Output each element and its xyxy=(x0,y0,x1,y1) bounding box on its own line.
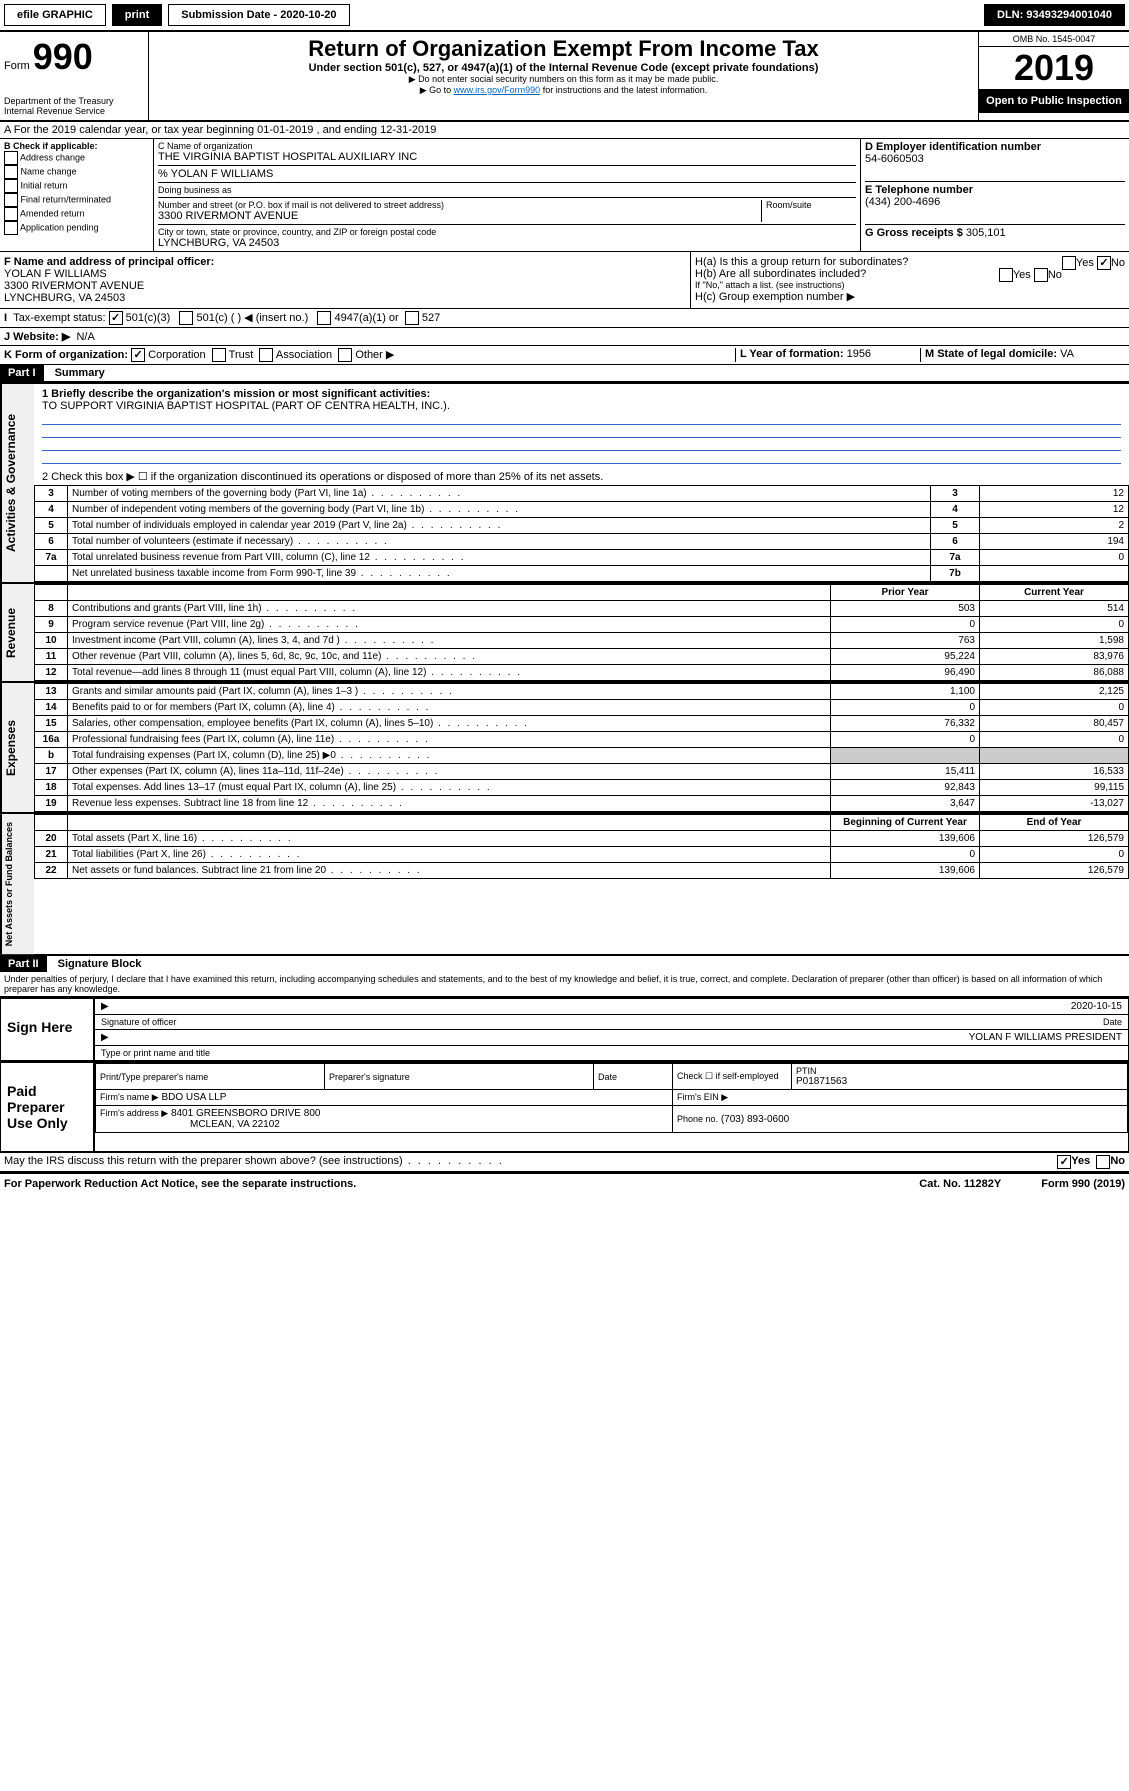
officer-print-name: YOLAN F WILLIAMS PRESIDENT xyxy=(969,1032,1122,1043)
expenses-section: Expenses 13Grants and similar amounts pa… xyxy=(0,681,1129,812)
form-subtitle: Under section 501(c), 527, or 4947(a)(1)… xyxy=(157,62,970,74)
discuss-row: May the IRS discuss this return with the… xyxy=(0,1152,1129,1172)
entity-block: B Check if applicable: Address change Na… xyxy=(0,139,1129,252)
table-row: 15Salaries, other compensation, employee… xyxy=(35,716,1129,732)
perjury-text: Under penalties of perjury, I declare th… xyxy=(0,972,1129,997)
part1-title: Summary xyxy=(47,367,105,379)
firm-name: BDO USA LLP xyxy=(161,1092,226,1103)
box-d-e-g: D Employer identification number 54-6060… xyxy=(860,139,1129,251)
form-header: Form 990 Department of the Treasury Inte… xyxy=(0,32,1129,122)
revenue-table: Prior Year Current Year 8Contributions a… xyxy=(34,584,1129,681)
ptin: P01871563 xyxy=(796,1076,1123,1087)
paid-preparer-label: Paid Preparer Use Only xyxy=(1,1063,95,1151)
q2-discontinued: 2 Check this box ▶ ☐ if the organization… xyxy=(34,468,1129,485)
ein: 54-6060503 xyxy=(865,153,1125,165)
activities-label: Activities & Governance xyxy=(0,384,34,582)
table-row: Net unrelated business taxable income fr… xyxy=(35,566,1129,582)
table-row: 17Other expenses (Part IX, column (A), l… xyxy=(35,764,1129,780)
period-row: A For the 2019 calendar year, or tax yea… xyxy=(0,122,1129,139)
part1-header: Part I xyxy=(0,365,44,381)
gross-receipts: 305,101 xyxy=(966,227,1006,239)
table-row: 5Total number of individuals employed in… xyxy=(35,518,1129,534)
tax-year: 2019 xyxy=(979,47,1129,89)
table-row: 21Total liabilities (Part X, line 26)00 xyxy=(35,847,1129,863)
expenses-label: Expenses xyxy=(0,683,34,812)
activities-table: 3Number of voting members of the governi… xyxy=(34,485,1129,582)
table-row: 20Total assets (Part X, line 16)139,6061… xyxy=(35,831,1129,847)
note-link: ▶ Go to www.irs.gov/Form990 for instruct… xyxy=(157,85,970,96)
state-domicile: VA xyxy=(1060,348,1074,360)
website-value: N/A xyxy=(76,331,94,343)
table-row: 6Total number of volunteers (estimate if… xyxy=(35,534,1129,550)
table-row: 22Net assets or fund balances. Subtract … xyxy=(35,863,1129,879)
open-public: Open to Public Inspection xyxy=(979,89,1129,113)
revenue-section: Revenue Prior Year Current Year 8Contrib… xyxy=(0,582,1129,681)
dept-label: Department of the Treasury Internal Reve… xyxy=(4,96,144,116)
table-row: 16aProfessional fundraising fees (Part I… xyxy=(35,732,1129,748)
form-number: 990 xyxy=(33,36,93,77)
efile-btn[interactable]: efile GRAPHIC xyxy=(4,4,106,26)
box-c: C Name of organization THE VIRGINIA BAPT… xyxy=(154,139,860,251)
table-row: 9Program service revenue (Part VIII, lin… xyxy=(35,617,1129,633)
firm-phone: (703) 893-0600 xyxy=(721,1114,789,1125)
city-state-zip: LYNCHBURG, VA 24503 xyxy=(158,237,856,249)
year-formation: 1956 xyxy=(847,348,871,360)
table-row: 13Grants and similar amounts paid (Part … xyxy=(35,684,1129,700)
k-l-m-row: K Form of organization: Corporation Trus… xyxy=(0,346,1129,365)
expenses-table: 13Grants and similar amounts paid (Part … xyxy=(34,683,1129,812)
top-bar: efile GRAPHIC print Submission Date - 20… xyxy=(0,0,1129,32)
part2-title: Signature Block xyxy=(50,958,142,970)
table-row: 4Number of independent voting members of… xyxy=(35,502,1129,518)
street-address: 3300 RIVERMONT AVENUE xyxy=(158,210,761,222)
table-row: 11Other revenue (Part VIII, column (A), … xyxy=(35,649,1129,665)
tax-exempt-row: I Tax-exempt status: 501(c)(3) 501(c) ( … xyxy=(0,309,1129,328)
org-name: THE VIRGINIA BAPTIST HOSPITAL AUXILIARY … xyxy=(158,151,856,163)
table-row: 3Number of voting members of the governi… xyxy=(35,486,1129,502)
table-row: 8Contributions and grants (Part VIII, li… xyxy=(35,601,1129,617)
activities-section: Activities & Governance 1 Briefly descri… xyxy=(0,382,1129,582)
print-btn[interactable]: print xyxy=(112,4,162,26)
sign-here-label: Sign Here xyxy=(1,999,95,1060)
submission-date: Submission Date - 2020-10-20 xyxy=(168,4,349,26)
irs-link[interactable]: www.irs.gov/Form990 xyxy=(454,85,541,95)
care-of: % YOLAN F WILLIAMS xyxy=(158,165,856,180)
box-b: B Check if applicable: Address change Na… xyxy=(0,139,154,251)
officer-name: YOLAN F WILLIAMS xyxy=(4,268,107,280)
netassets-table: Beginning of Current Year End of Year 20… xyxy=(34,814,1129,879)
mission-text: TO SUPPORT VIRGINIA BAPTIST HOSPITAL (PA… xyxy=(42,400,450,412)
firm-addr: 8401 GREENSBORO DRIVE 800 xyxy=(171,1108,321,1119)
phone: (434) 200-4696 xyxy=(865,196,1125,208)
table-row: 12Total revenue—add lines 8 through 11 (… xyxy=(35,665,1129,681)
part2-header: Part II xyxy=(0,956,47,972)
website-row: J Website: ▶ N/A xyxy=(0,328,1129,346)
table-row: 19Revenue less expenses. Subtract line 1… xyxy=(35,796,1129,812)
officer-group-block: F Name and address of principal officer:… xyxy=(0,252,1129,309)
revenue-label: Revenue xyxy=(0,584,34,681)
dln: DLN: 93493294001040 xyxy=(984,4,1125,26)
table-row: 7aTotal unrelated business revenue from … xyxy=(35,550,1129,566)
netassets-section: Net Assets or Fund Balances Beginning of… xyxy=(0,812,1129,956)
table-row: 14Benefits paid to or for members (Part … xyxy=(35,700,1129,716)
note-ssn: ▶ Do not enter social security numbers o… xyxy=(157,74,970,85)
footer-row: For Paperwork Reduction Act Notice, see … xyxy=(0,1172,1129,1194)
netassets-label: Net Assets or Fund Balances xyxy=(0,814,34,954)
omb-number: OMB No. 1545-0047 xyxy=(979,32,1129,47)
table-row: 18Total expenses. Add lines 13–17 (must … xyxy=(35,780,1129,796)
sign-date: 2020-10-15 xyxy=(1071,1001,1122,1012)
form-label: Form xyxy=(4,60,30,72)
table-row: bTotal fundraising expenses (Part IX, co… xyxy=(35,748,1129,764)
sign-block: Sign Here ▶ 2020-10-15 Signature of offi… xyxy=(0,997,1129,1061)
paid-preparer-block: Paid Preparer Use Only Print/Type prepar… xyxy=(0,1061,1129,1152)
form-title: Return of Organization Exempt From Incom… xyxy=(157,36,970,62)
table-row: 10Investment income (Part VIII, column (… xyxy=(35,633,1129,649)
